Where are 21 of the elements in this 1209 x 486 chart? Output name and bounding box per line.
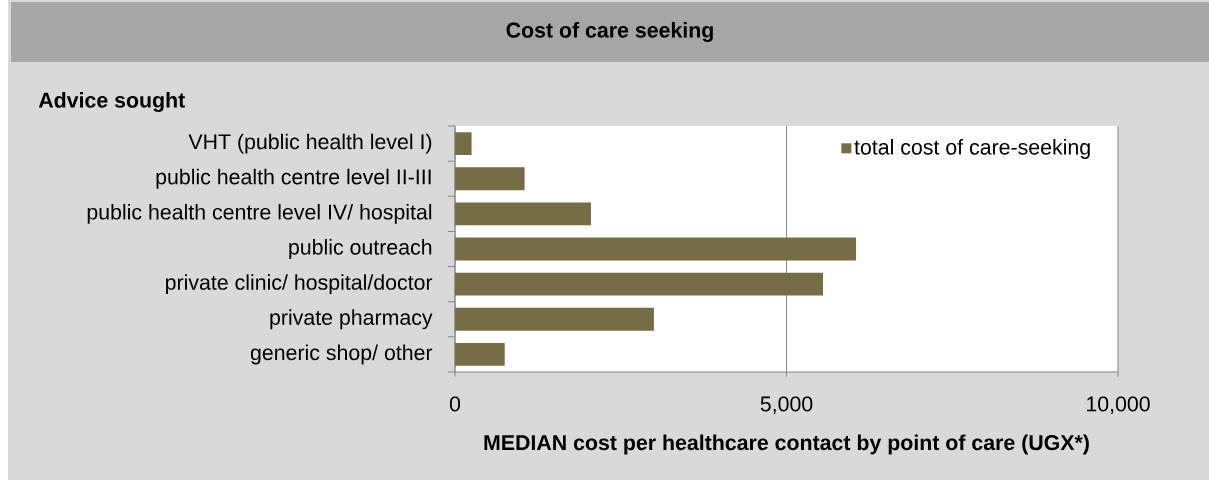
chart-title: Cost of care seeking <box>506 22 713 42</box>
bar <box>455 343 505 366</box>
bar <box>455 167 525 191</box>
y-tick-label: public health centre level IV/ hospital <box>87 203 432 224</box>
bar <box>455 272 823 296</box>
y-tick-label: generic shop/ other <box>250 344 433 365</box>
legend-label: total cost of care-seeking <box>854 138 1090 159</box>
y-tick-label: public outreach <box>289 239 432 259</box>
x-axis-title: MEDIAN cost per healthcare contact by point of care (UGX*) <box>484 434 1089 455</box>
y-tick-label: private pharmacy <box>270 309 433 330</box>
bar <box>455 132 472 155</box>
bar <box>455 237 857 261</box>
y-tick-label: VHT (public health level I) <box>188 133 432 154</box>
bar <box>455 202 591 226</box>
x-tick-label: 10,000 <box>1087 396 1150 414</box>
x-tick-label: 0 <box>449 396 461 412</box>
y-axis-title: Advice sought <box>38 92 185 112</box>
y-tick-label: private clinic/ hospital/doctor <box>166 274 433 295</box>
x-tick-label: 5,000 <box>760 396 813 414</box>
bar <box>455 307 654 331</box>
y-tick-label: public health centre level II-III <box>156 168 431 189</box>
